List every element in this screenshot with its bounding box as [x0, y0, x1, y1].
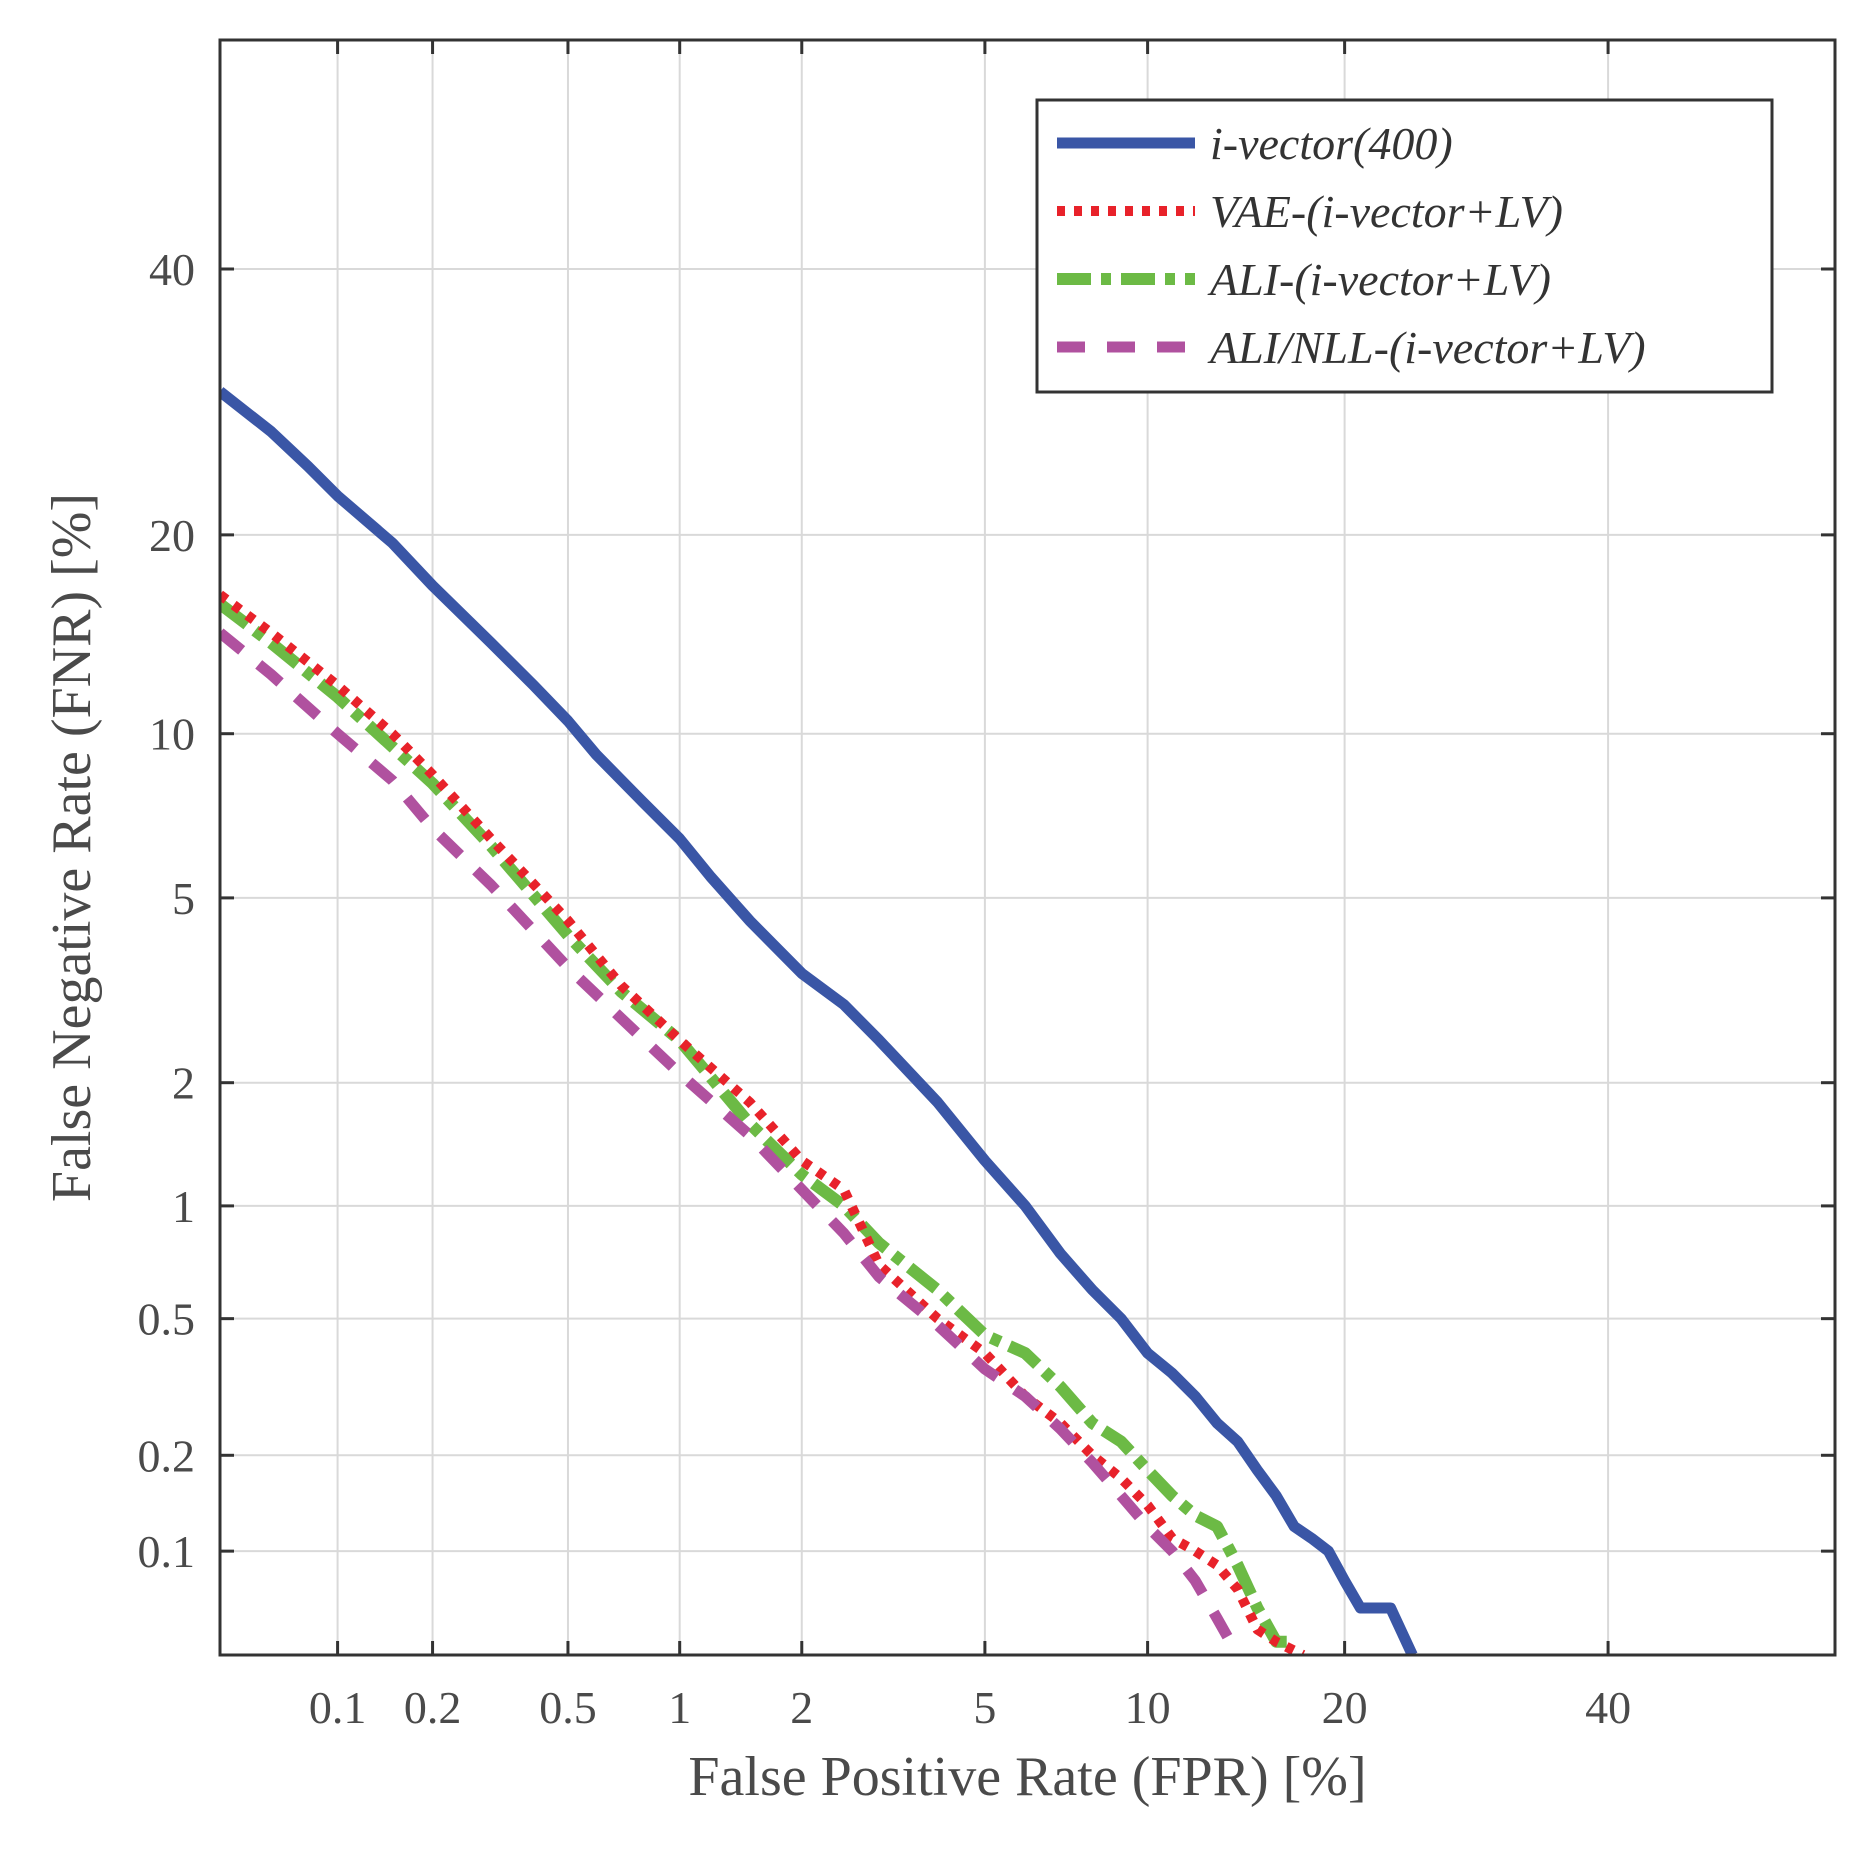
plot-series	[220, 387, 1418, 1655]
x-tick-label: 5	[973, 1682, 996, 1733]
x-tick-label: 10	[1125, 1682, 1171, 1733]
y-tick-label: 0.2	[138, 1430, 196, 1481]
axis-ticks: 0.1 0.2 0.5 1 2 5 10 20 40 0.1 0.2 0.5 1 2 5 10 20 40	[138, 40, 1835, 1733]
series-line-i-vector-400	[220, 387, 1418, 1655]
y-tick-label: 5	[172, 873, 195, 924]
y-tick-label: 0.1	[138, 1526, 196, 1577]
x-axis-label: False Positive Rate (FPR) [%]	[688, 1746, 1366, 1808]
legend-label: ALI/NLL-(i-vector+LV)	[1207, 322, 1646, 373]
x-tick-label: 1	[668, 1682, 691, 1733]
x-tick-label: 20	[1322, 1682, 1368, 1733]
y-tick-label: 40	[149, 244, 195, 295]
y-tick-label: 0.5	[138, 1294, 196, 1345]
x-tick-label: 0.5	[539, 1682, 597, 1733]
legend-label: i-vector(400)	[1210, 118, 1453, 169]
series-line-ali-i-vector-lv	[220, 599, 1295, 1648]
x-tick-label: 0.1	[309, 1682, 367, 1733]
legend-label: ALI-(i-vector+LV)	[1207, 254, 1551, 305]
y-tick-label: 10	[149, 709, 195, 760]
y-axis-label: False Negative Rate (FNR) [%]	[41, 493, 103, 1202]
y-tick-label: 2	[172, 1058, 195, 1109]
y-tick-label: 1	[172, 1181, 195, 1232]
x-tick-label: 0.2	[404, 1682, 462, 1733]
legend-label: VAE-(i-vector+LV)	[1210, 186, 1563, 237]
y-tick-label: 20	[149, 510, 195, 561]
series-line-vae-i-vector-lv	[220, 590, 1306, 1655]
x-tick-label: 40	[1585, 1682, 1631, 1733]
legend: i-vector(400) VAE-(i-vector+LV) ALI-(i-vec…	[1035, 98, 1774, 394]
plot-frame	[218, 38, 1837, 1657]
x-tick-label: 2	[790, 1682, 813, 1733]
